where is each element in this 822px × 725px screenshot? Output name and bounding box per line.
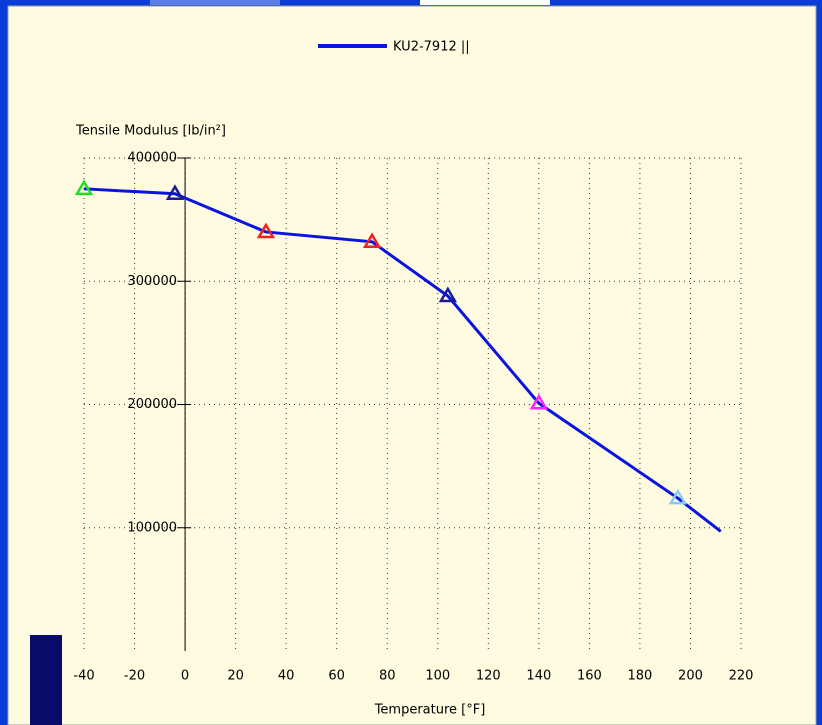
data-marker	[74, 179, 94, 196]
y-tick-label: 200000	[127, 397, 177, 412]
x-tick-label: 220	[729, 669, 754, 684]
data-marker	[165, 184, 185, 200]
x-tick-label: 160	[577, 669, 602, 684]
x-tick-label: -20	[124, 669, 145, 684]
x-tick-label: 180	[628, 669, 653, 684]
legend-label: KU2-7912 ||	[393, 40, 470, 55]
data-marker	[529, 393, 549, 410]
data-line	[83, 187, 722, 533]
x-tick-label: 120	[476, 669, 501, 684]
x-tick-label: 60	[328, 669, 345, 684]
y-axis-label: Tensile Modulus [lb/in²]	[75, 124, 226, 139]
y-tick-label: 400000	[127, 151, 177, 166]
chart-panel	[7, 5, 817, 725]
x-tick-label: 140	[526, 669, 551, 684]
block	[30, 635, 62, 725]
x-tick-label: 0	[181, 669, 189, 684]
x-tick-label: 200	[678, 669, 703, 684]
x-axis-label: Temperature [°F]	[374, 703, 486, 718]
data-marker	[362, 232, 382, 249]
x-tick-label: 20	[227, 669, 244, 684]
x-tick-label: 80	[379, 669, 396, 684]
y-tick-label: 300000	[127, 274, 177, 289]
data-marker	[438, 286, 458, 303]
y-tick-label: 100000	[127, 520, 177, 535]
tab	[150, 0, 280, 5]
tab	[420, 0, 550, 5]
x-tick-label: 100	[425, 669, 450, 684]
data-marker	[256, 222, 276, 239]
x-tick-label: -40	[73, 669, 94, 684]
x-tick-label: 40	[278, 669, 295, 684]
data-marker	[668, 488, 688, 505]
